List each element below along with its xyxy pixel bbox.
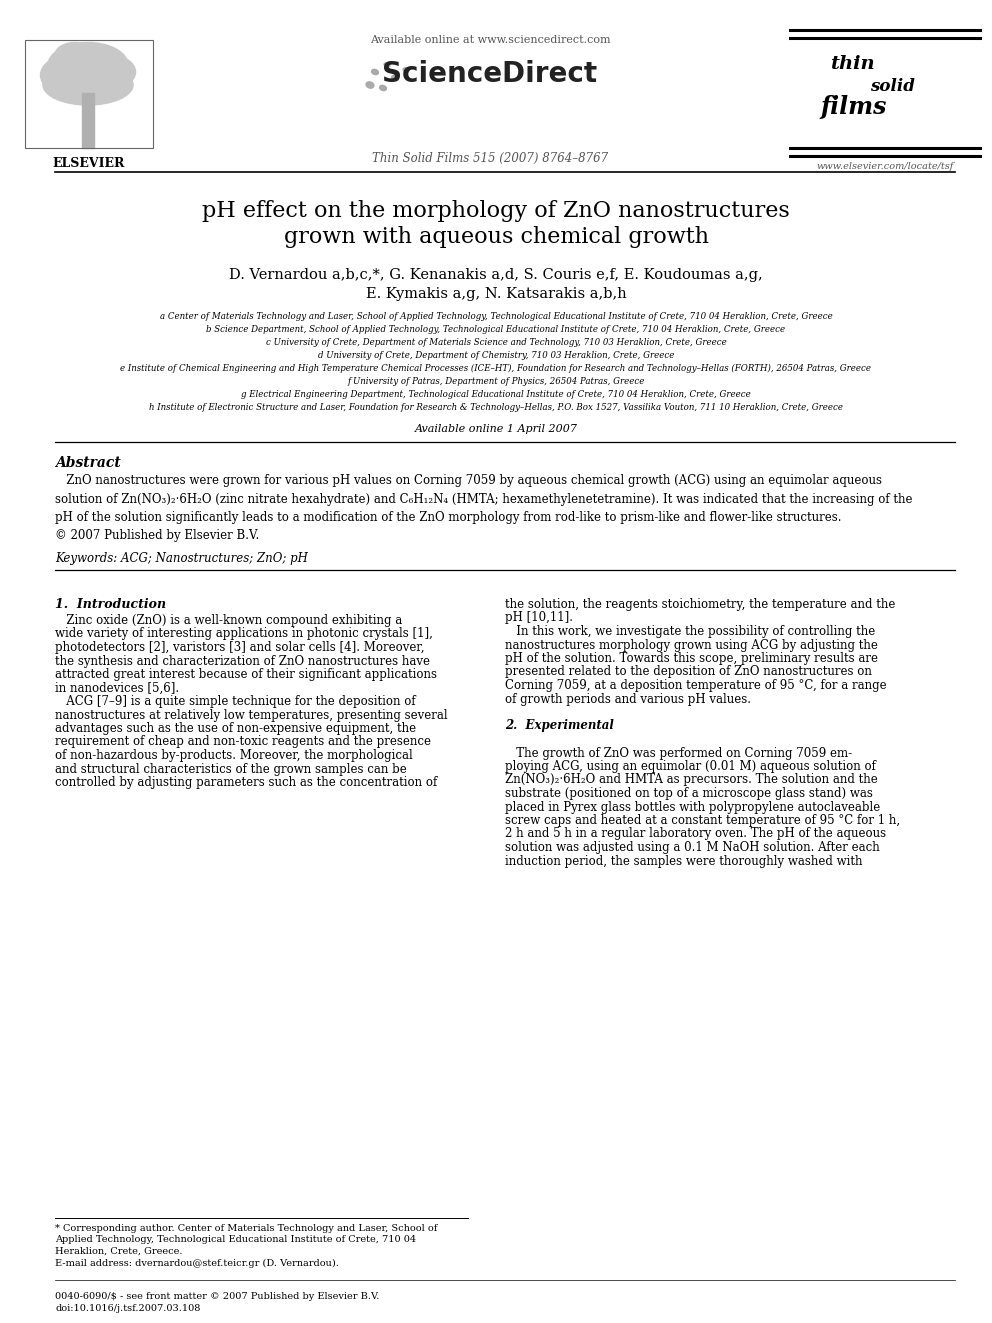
- Ellipse shape: [392, 75, 399, 81]
- Text: 2.  Experimental: 2. Experimental: [505, 720, 614, 733]
- Text: Zn(NO₃)₂·6H₂O and HMTA as precursors. The solution and the: Zn(NO₃)₂·6H₂O and HMTA as precursors. Th…: [505, 774, 878, 786]
- Text: www.elsevier.com/locate/tsf: www.elsevier.com/locate/tsf: [816, 161, 953, 171]
- Text: b Science Department, School of Applied Technology, Technological Educational In: b Science Department, School of Applied …: [206, 325, 786, 333]
- Text: 1.  Introduction: 1. Introduction: [55, 598, 166, 611]
- Text: e Institute of Chemical Engineering and High Temperature Chemical Processes (ICE: e Institute of Chemical Engineering and …: [120, 364, 872, 373]
- Text: Available online 1 April 2007: Available online 1 April 2007: [415, 423, 577, 434]
- Text: Keywords: ACG; Nanostructures; ZnO; pH: Keywords: ACG; Nanostructures; ZnO; pH: [55, 552, 308, 565]
- Text: Heraklion, Crete, Greece.: Heraklion, Crete, Greece.: [55, 1248, 183, 1256]
- FancyBboxPatch shape: [82, 93, 94, 148]
- Text: h Institute of Electronic Structure and Laser, Foundation for Research & Technol: h Institute of Electronic Structure and …: [149, 404, 843, 411]
- Ellipse shape: [380, 86, 387, 91]
- Text: E-mail address: dvernardou@stef.teicr.gr (D. Vernardou).: E-mail address: dvernardou@stef.teicr.gr…: [55, 1258, 339, 1267]
- Text: ZnO nanostructures were grown for various pH values on Corning 7059 by aqueous c: ZnO nanostructures were grown for variou…: [55, 474, 913, 542]
- Text: ScienceDirect: ScienceDirect: [383, 60, 597, 89]
- Text: solution was adjusted using a 0.1 M NaOH solution. After each: solution was adjusted using a 0.1 M NaOH…: [505, 841, 880, 855]
- Text: ACG [7–9] is a quite simple technique for the deposition of: ACG [7–9] is a quite simple technique fo…: [55, 695, 416, 708]
- Text: a Center of Materials Technology and Laser, School of Applied Technology, Techno: a Center of Materials Technology and Las…: [160, 312, 832, 321]
- Ellipse shape: [43, 65, 133, 105]
- Text: in nanodevices [5,6].: in nanodevices [5,6].: [55, 681, 180, 695]
- Text: d University of Crete, Department of Chemistry, 710 03 Heraklion, Crete, Greece: d University of Crete, Department of Che…: [317, 351, 675, 360]
- Text: E. Kymakis a,g, N. Katsarakis a,b,h: E. Kymakis a,g, N. Katsarakis a,b,h: [366, 287, 626, 302]
- Ellipse shape: [80, 45, 120, 70]
- Text: pH of the solution. Towards this scope, preliminary results are: pH of the solution. Towards this scope, …: [505, 652, 878, 665]
- Text: nanostructures at relatively low temperatures, presenting several: nanostructures at relatively low tempera…: [55, 709, 447, 721]
- Text: advantages such as the use of non-expensive equipment, the: advantages such as the use of non-expens…: [55, 722, 416, 736]
- Text: Zinc oxide (ZnO) is a well-known compound exhibiting a: Zinc oxide (ZnO) is a well-known compoun…: [55, 614, 402, 627]
- Ellipse shape: [366, 82, 374, 89]
- Text: the synthesis and characterization of ZnO nanostructures have: the synthesis and characterization of Zn…: [55, 655, 430, 668]
- Text: pH effect on the morphology of ZnO nanostructures: pH effect on the morphology of ZnO nanos…: [202, 200, 790, 222]
- Text: Applied Technology, Technological Educational Institute of Crete, 710 04: Applied Technology, Technological Educat…: [55, 1236, 416, 1245]
- Text: 2 h and 5 h in a regular laboratory oven. The pH of the aqueous: 2 h and 5 h in a regular laboratory oven…: [505, 827, 886, 840]
- Text: wide variety of interesting applications in photonic crystals [1],: wide variety of interesting applications…: [55, 627, 433, 640]
- Text: f University of Patras, Department of Physics, 26504 Patras, Greece: f University of Patras, Department of Ph…: [347, 377, 645, 386]
- Text: nanostructures morphology grown using ACG by adjusting the: nanostructures morphology grown using AC…: [505, 639, 878, 651]
- Text: ploying ACG, using an equimolar (0.01 M) aqueous solution of: ploying ACG, using an equimolar (0.01 M)…: [505, 759, 876, 773]
- Text: In this work, we investigate the possibility of controlling the: In this work, we investigate the possibi…: [505, 624, 875, 638]
- Text: solid: solid: [870, 78, 915, 95]
- Text: Thin Solid Films 515 (2007) 8764–8767: Thin Solid Films 515 (2007) 8764–8767: [372, 152, 608, 165]
- Text: substrate (positioned on top of a microscope glass stand) was: substrate (positioned on top of a micros…: [505, 787, 873, 800]
- Text: D. Vernardou a,b,c,*, G. Kenanakis a,d, S. Couris e,f, E. Koudoumas a,g,: D. Vernardou a,b,c,*, G. Kenanakis a,d, …: [229, 269, 763, 282]
- Text: photodetectors [2], varistors [3] and solar cells [4]. Moreover,: photodetectors [2], varistors [3] and so…: [55, 642, 425, 654]
- Text: placed in Pyrex glass bottles with polypropylene autoclaveable: placed in Pyrex glass bottles with polyp…: [505, 800, 880, 814]
- Text: of non-hazardous by-products. Moreover, the morphological: of non-hazardous by-products. Moreover, …: [55, 749, 413, 762]
- Text: thin: thin: [830, 56, 875, 73]
- Text: c University of Crete, Department of Materials Science and Technology, 710 03 He: c University of Crete, Department of Mat…: [266, 337, 726, 347]
- Ellipse shape: [48, 42, 128, 87]
- Text: attracted great interest because of their significant applications: attracted great interest because of thei…: [55, 668, 437, 681]
- Text: of growth periods and various pH values.: of growth periods and various pH values.: [505, 692, 751, 705]
- Text: 0040-6090/$ - see front matter © 2007 Published by Elsevier B.V.: 0040-6090/$ - see front matter © 2007 Pu…: [55, 1293, 379, 1301]
- Text: ELSEVIER: ELSEVIER: [53, 157, 125, 169]
- Ellipse shape: [55, 42, 95, 67]
- Text: grown with aqueous chemical growth: grown with aqueous chemical growth: [284, 226, 708, 247]
- Text: films: films: [820, 95, 887, 119]
- Text: Corning 7059, at a deposition temperature of 95 °C, for a range: Corning 7059, at a deposition temperatur…: [505, 679, 887, 692]
- Text: * Corresponding author. Center of Materials Technology and Laser, School of: * Corresponding author. Center of Materi…: [55, 1224, 437, 1233]
- Text: Abstract: Abstract: [55, 456, 121, 470]
- Text: controlled by adjusting parameters such as the concentration of: controlled by adjusting parameters such …: [55, 777, 437, 789]
- Ellipse shape: [403, 67, 409, 73]
- Ellipse shape: [372, 69, 378, 74]
- Ellipse shape: [384, 64, 390, 67]
- Text: presented related to the deposition of ZnO nanostructures on: presented related to the deposition of Z…: [505, 665, 872, 679]
- Text: pH [10,11].: pH [10,11].: [505, 611, 573, 624]
- Text: Available online at www.sciencedirect.com: Available online at www.sciencedirect.co…: [370, 34, 610, 45]
- Text: doi:10.1016/j.tsf.2007.03.108: doi:10.1016/j.tsf.2007.03.108: [55, 1304, 200, 1312]
- Text: g Electrical Engineering Department, Technological Educational Institute of Cret: g Electrical Engineering Department, Tec…: [241, 390, 751, 400]
- Text: requirement of cheap and non-toxic reagents and the presence: requirement of cheap and non-toxic reage…: [55, 736, 431, 749]
- Text: the solution, the reagents stoichiometry, the temperature and the: the solution, the reagents stoichiometry…: [505, 598, 896, 611]
- Ellipse shape: [41, 56, 95, 94]
- Text: The growth of ZnO was performed on Corning 7059 em-: The growth of ZnO was performed on Corni…: [505, 746, 852, 759]
- Text: screw caps and heated at a constant temperature of 95 °C for 1 h,: screw caps and heated at a constant temp…: [505, 814, 900, 827]
- Text: and structural characteristics of the grown samples can be: and structural characteristics of the gr…: [55, 762, 407, 775]
- Ellipse shape: [80, 54, 136, 90]
- Text: induction period, the samples were thoroughly washed with: induction period, the samples were thoro…: [505, 855, 862, 868]
